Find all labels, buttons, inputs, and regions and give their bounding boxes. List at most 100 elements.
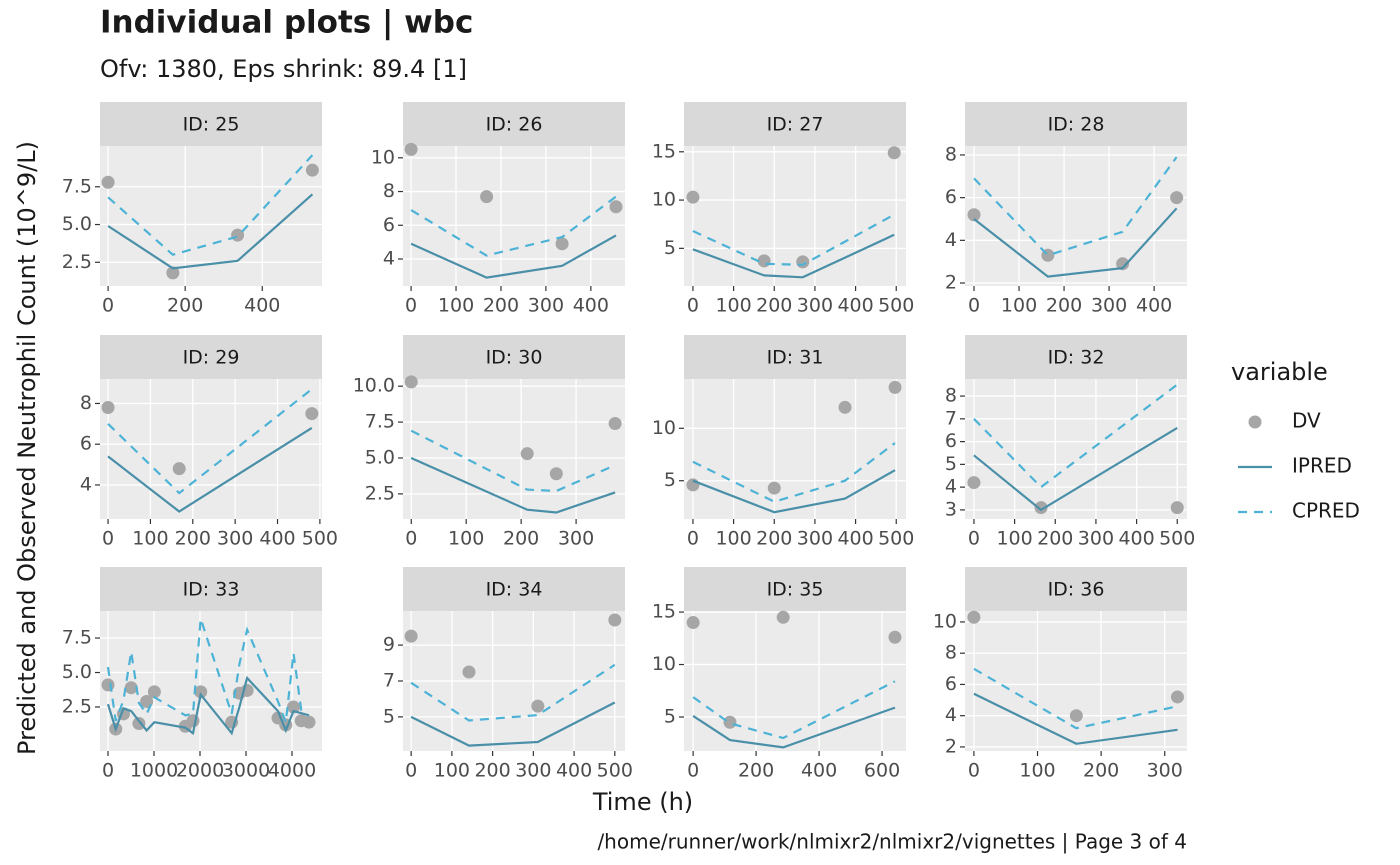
series-line bbox=[973, 692, 1178, 745]
x-tick-label: 500 bbox=[878, 528, 914, 550]
data-point bbox=[1116, 257, 1130, 271]
x-tick-label: 0 bbox=[687, 295, 699, 317]
y-tick-label: 2.5 bbox=[62, 696, 92, 718]
x-tick-label: 500 bbox=[302, 528, 338, 550]
y-tick-label: 10 bbox=[652, 189, 676, 211]
data-point bbox=[888, 380, 902, 394]
y-tick-label: 6 bbox=[383, 214, 395, 236]
x-tick-label: 300 bbox=[1091, 295, 1127, 317]
data-point bbox=[686, 616, 700, 630]
y-tick-label: 6 bbox=[945, 186, 957, 208]
series-line bbox=[973, 383, 1178, 489]
series-line bbox=[410, 701, 616, 747]
y-tick-label: 8 bbox=[945, 385, 957, 407]
data-point bbox=[520, 447, 534, 461]
x-tick-label: 400 bbox=[1136, 295, 1172, 317]
data-point bbox=[480, 190, 494, 204]
y-tick-label: 2 bbox=[945, 735, 957, 757]
data-point bbox=[404, 629, 418, 643]
x-tick-label: 400 bbox=[837, 295, 873, 317]
chart-title: Individual plots | wbc bbox=[100, 5, 473, 41]
x-tick-label: 100 bbox=[715, 528, 751, 550]
data-point bbox=[887, 146, 901, 160]
series-line bbox=[692, 706, 896, 749]
x-tick-label: 3000 bbox=[222, 760, 270, 782]
y-tick-label: 10 bbox=[652, 417, 676, 439]
strip bbox=[684, 102, 906, 146]
series-line bbox=[692, 233, 895, 279]
data-point bbox=[132, 717, 146, 731]
x-tick-label: 400 bbox=[556, 760, 592, 782]
data-point bbox=[796, 255, 810, 269]
series-line bbox=[410, 195, 617, 257]
strip bbox=[965, 335, 1187, 379]
x-tick-label: 0 bbox=[687, 760, 699, 782]
data-point bbox=[172, 462, 186, 476]
panel bbox=[965, 146, 1187, 286]
x-tick-label: 100 bbox=[1019, 760, 1055, 782]
x-tick-label: 200 bbox=[474, 760, 510, 782]
data-point bbox=[1170, 501, 1184, 515]
x-tick-label: 200 bbox=[175, 528, 211, 550]
strip bbox=[100, 567, 322, 611]
series-line bbox=[410, 456, 616, 514]
x-tick-label: 0 bbox=[102, 528, 114, 550]
x-tick-label: 400 bbox=[1118, 528, 1154, 550]
y-tick-label: 10 bbox=[652, 653, 676, 675]
strip bbox=[100, 102, 322, 146]
panel bbox=[684, 379, 906, 519]
x-tick-label: 400 bbox=[801, 760, 837, 782]
x-tick-label: 200 bbox=[1083, 760, 1119, 782]
x-tick-label: 0 bbox=[968, 295, 980, 317]
x-tick-label: 300 bbox=[515, 760, 551, 782]
x-tick-label: 0 bbox=[405, 295, 417, 317]
y-tick-label: 8 bbox=[383, 180, 395, 202]
strip bbox=[403, 102, 625, 146]
x-tick-label: 300 bbox=[528, 295, 564, 317]
caption: /home/runner/work/nlmixr2/nlmixr2/vignet… bbox=[597, 830, 1187, 854]
data-point bbox=[1069, 709, 1083, 723]
data-point bbox=[404, 375, 418, 389]
x-tick-label: 300 bbox=[797, 295, 833, 317]
strip bbox=[403, 567, 625, 611]
y-tick-label: 5.0 bbox=[62, 213, 92, 235]
strip bbox=[403, 335, 625, 379]
data-point bbox=[101, 401, 115, 415]
y-tick-label: 4 bbox=[945, 229, 957, 251]
y-tick-label: 7.5 bbox=[365, 411, 395, 433]
strip bbox=[684, 335, 906, 379]
panel bbox=[965, 611, 1187, 751]
data-point bbox=[767, 481, 781, 495]
facet-title: ID: 33 bbox=[183, 579, 240, 601]
x-tick-label: 300 bbox=[1147, 760, 1183, 782]
facet-title: ID: 25 bbox=[183, 114, 240, 136]
y-tick-label: 6 bbox=[945, 430, 957, 452]
x-tick-label: 200 bbox=[756, 528, 792, 550]
data-point bbox=[1170, 191, 1184, 205]
y-tick-label: 8 bbox=[80, 392, 92, 414]
y-tick-label: 7.5 bbox=[62, 175, 92, 197]
series-line bbox=[410, 234, 617, 279]
x-tick-label: 300 bbox=[1078, 528, 1114, 550]
data-point bbox=[101, 175, 115, 189]
legend-title: variable bbox=[1231, 358, 1328, 386]
facet-title: ID: 28 bbox=[1048, 114, 1105, 136]
x-tick-label: 400 bbox=[259, 528, 295, 550]
series-line bbox=[107, 154, 314, 256]
series-line bbox=[973, 667, 1178, 730]
series-line bbox=[107, 388, 313, 495]
y-tick-label: 5 bbox=[664, 705, 676, 727]
x-tick-label: 200 bbox=[1046, 295, 1082, 317]
x-tick-label: 0 bbox=[102, 295, 114, 317]
y-tick-label: 8 bbox=[945, 143, 957, 165]
y-tick-label: 5 bbox=[945, 453, 957, 475]
x-tick-label: 1000 bbox=[130, 760, 178, 782]
x-tick-label: 200 bbox=[167, 295, 203, 317]
x-tick-label: 200 bbox=[483, 295, 519, 317]
panel bbox=[965, 379, 1187, 519]
data-point bbox=[549, 467, 563, 481]
series-line bbox=[973, 207, 1178, 278]
y-tick-label: 7 bbox=[383, 670, 395, 692]
x-tick-label: 200 bbox=[1037, 528, 1073, 550]
legend-label: IPRED bbox=[1292, 454, 1352, 478]
